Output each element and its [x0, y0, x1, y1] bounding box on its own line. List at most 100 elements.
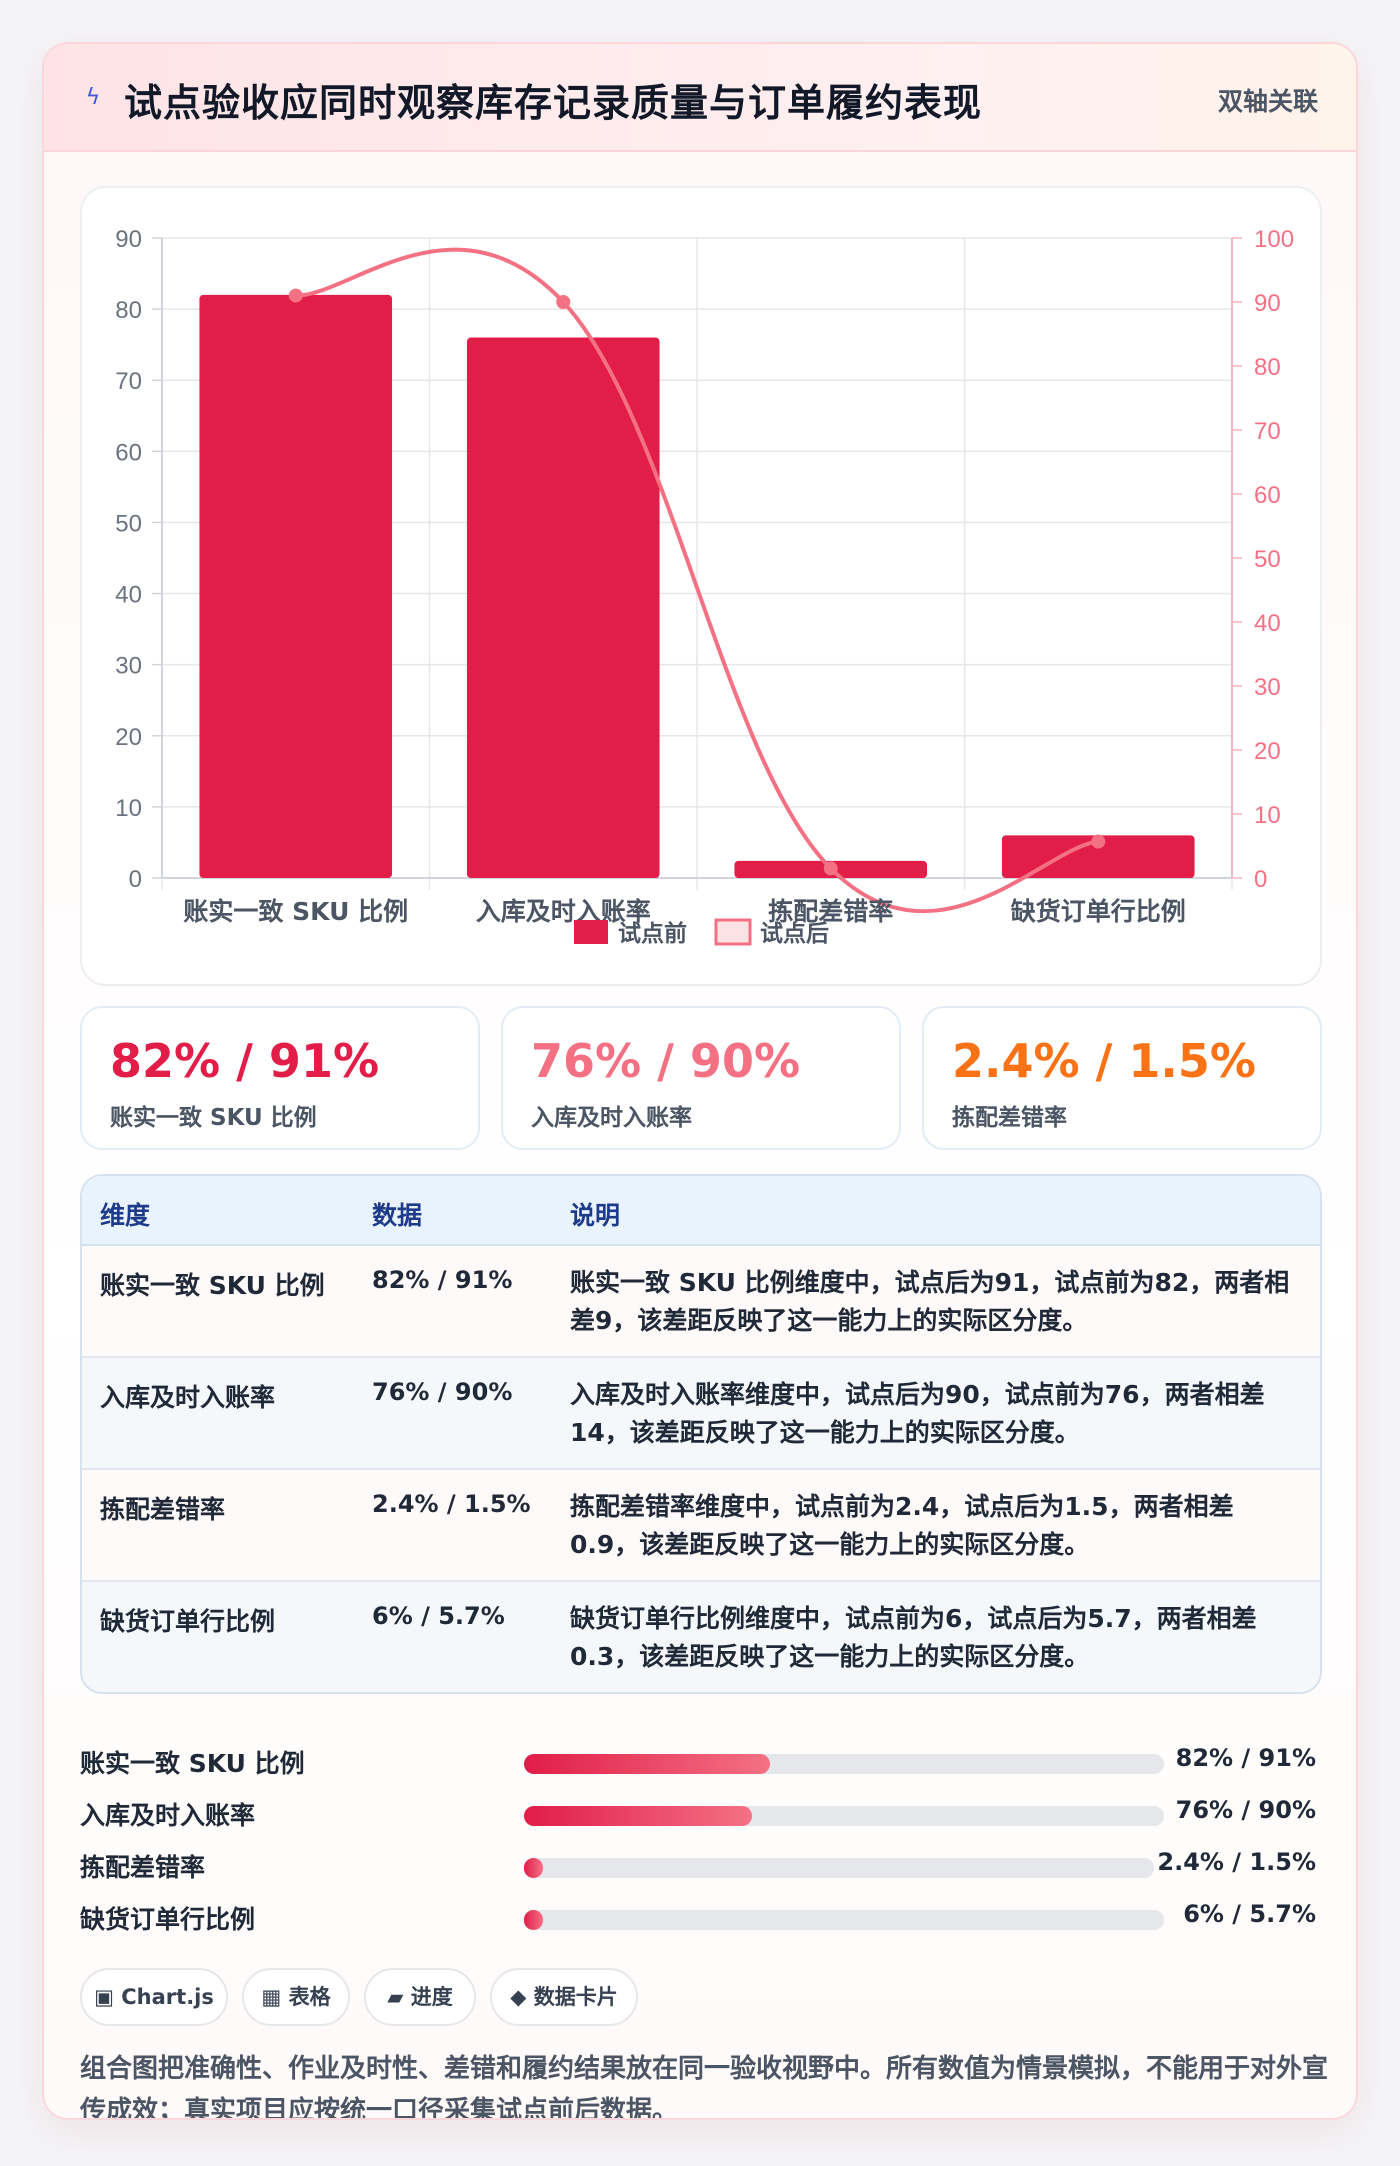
progress-row: 入库及时入账率 76% / 90% — [80, 1788, 1322, 1840]
stat-value: 82% / 91% — [110, 1034, 380, 1088]
stat-label: 拣配差错率 — [952, 1105, 1067, 1131]
bar — [1001, 835, 1195, 878]
y-left-tick-label: 90 — [115, 226, 142, 253]
y-right-tick-label: 30 — [1254, 674, 1281, 701]
line-point — [556, 295, 571, 309]
bolt-icon: ϟ — [85, 85, 101, 110]
chip-label: 表格 — [288, 1985, 331, 2009]
x-tick-label: 缺货订单行比例 — [1011, 897, 1186, 926]
progress-value: 82% / 91% — [1175, 1744, 1316, 1772]
y-right-tick-label: 100 — [1254, 226, 1294, 253]
legend-label: 试点前 — [618, 920, 687, 947]
progress-fill — [524, 1858, 543, 1878]
column-header: 数据 — [372, 1201, 423, 1230]
x-tick-label: 入库及时入账率 — [476, 897, 651, 926]
combo-chart: 0 10 20 30 40 50 60 70 80 90 0 10 20 30 40 50 60 70 80 90 10… — [80, 186, 1322, 986]
cell-value: 76% / 90% — [372, 1378, 513, 1406]
dual-axis-tag: 双轴关联 — [1217, 87, 1318, 116]
progress-track — [524, 1858, 1154, 1878]
cell-dimension: 入库及时入账率 — [100, 1383, 276, 1412]
cell-description: 拣配差错率维度中，试点前为2.4，试点后为1.5，两者相差0.9，该差距反映了这… — [570, 1492, 1234, 1559]
stat-card: 82% / 91% 账实一致 SKU 比例 — [80, 1006, 480, 1150]
legend-swatch — [714, 918, 752, 946]
progress-row: 拣配差错率 2.4% / 1.5% — [80, 1840, 1322, 1892]
cell-dimension: 缺货订单行比例 — [100, 1607, 276, 1636]
y-left-tick-label: 50 — [115, 510, 142, 537]
y-right-tick-label: 40 — [1254, 610, 1281, 637]
progress-value: 2.4% / 1.5% — [1157, 1848, 1316, 1876]
chip-label: 进度 — [410, 1985, 453, 2009]
cell-dimension: 拣配差错率 — [100, 1495, 226, 1524]
cell-value: 6% / 5.7% — [372, 1602, 505, 1630]
y-right-tick-label: 90 — [1254, 290, 1281, 317]
progress-label: 账实一致 SKU 比例 — [80, 1749, 305, 1778]
progress-value: 76% / 90% — [1175, 1796, 1316, 1824]
progress-label: 入库及时入账率 — [80, 1801, 256, 1830]
progress-track — [524, 1806, 1164, 1826]
table-row: 账实一致 SKU 比例 82% / 91% 账实一致 SKU 比例维度中，试点后… — [82, 1246, 1320, 1358]
progress-track — [524, 1754, 1164, 1774]
stat-card: 2.4% / 1.5% 拣配差错率 — [922, 1006, 1322, 1150]
cell-value: 82% / 91% — [372, 1266, 513, 1294]
tech-chips: ▣ Chart.js ▦ 表格 ▰ 进度 ◆ 数据卡片 — [80, 1968, 1322, 2028]
table-row: 拣配差错率 2.4% / 1.5% 拣配差错率维度中，试点前为2.4，试点后为1… — [82, 1470, 1320, 1582]
table-row: 入库及时入账率 76% / 90% 入库及时入账率维度中，试点后为90，试点前为… — [82, 1358, 1320, 1470]
table-header: 维度 数据 说明 — [82, 1176, 1320, 1246]
legend-label: 试点后 — [760, 921, 829, 947]
progress-value: 6% / 5.7% — [1183, 1900, 1316, 1928]
cell-description: 缺货订单行比例维度中，试点前为6，试点后为5.7，两者相差0.3，该差距反映了这… — [570, 1604, 1257, 1671]
chart-svg: 0 10 20 30 40 50 60 70 80 90 0 10 20 30 40 50 60 70 80 90 10… — [115, 226, 1294, 947]
progress-fill — [524, 1754, 771, 1774]
table-icon: ▦ — [261, 1985, 282, 2009]
progress-icon: ▰ — [387, 1985, 404, 2009]
y-left-tick-label: 40 — [115, 582, 142, 609]
line-point — [823, 861, 838, 876]
chip-chartjs[interactable]: ▣ Chart.js — [80, 1968, 228, 2026]
chip-table[interactable]: ▦ 表格 — [242, 1968, 350, 2026]
column-header: 维度 — [100, 1201, 151, 1230]
y-left-tick-label: 80 — [115, 297, 142, 324]
cell-description: 账实一致 SKU 比例维度中，试点后为91，试点前为82，两者相差9，该差距反映… — [570, 1268, 1290, 1335]
footnote: 组合图把准确性、作业及时性、差错和履约结果放在同一验收视野中。所有数值为情景模拟… — [80, 2054, 1329, 2120]
progress-list: 账实一致 SKU 比例 82% / 91% 入库及时入账率 76% / 90% … — [80, 1736, 1322, 1956]
bar — [199, 294, 393, 878]
chart-icon: ▣ — [94, 1985, 114, 2009]
y-left-tick-label: 0 — [129, 866, 142, 893]
chip-progress[interactable]: ▰ 进度 — [364, 1968, 476, 2026]
y-left-tick-label: 70 — [115, 368, 142, 395]
page-title: 试点验收应同时观察库存记录质量与订单履约表现 — [124, 81, 983, 125]
y-right-tick-label: 80 — [1254, 354, 1281, 381]
progress-label: 缺货订单行比例 — [80, 1905, 256, 1934]
stat-card: 76% / 90% 入库及时入账率 — [501, 1006, 901, 1150]
progress-track — [524, 1910, 1164, 1930]
y-left-tick-label: 30 — [115, 653, 142, 680]
stat-label: 账实一致 SKU 比例 — [110, 1105, 317, 1131]
y-left-tick-label: 20 — [115, 724, 142, 751]
y-right-tick-label: 20 — [1254, 738, 1281, 765]
stat-value: 76% / 90% — [531, 1034, 801, 1088]
table-row: 缺货订单行比例 6% / 5.7% 缺货订单行比例维度中，试点前为6，试点后为5… — [82, 1582, 1320, 1692]
cell-value: 2.4% / 1.5% — [372, 1490, 531, 1518]
column-header: 说明 — [570, 1201, 621, 1230]
chip-label: Chart.js — [121, 1985, 214, 2009]
diamond-icon: ◆ — [510, 1985, 527, 2009]
cell-description: 入库及时入账率维度中，试点后为90，试点前为76，两者相差14，该差距反映了这一… — [570, 1380, 1265, 1447]
chip-data-cards[interactable]: ◆ 数据卡片 — [490, 1968, 638, 2026]
card-header: ϟ 试点验收应同时观察库存记录质量与订单履约表现 双轴关联 — [44, 44, 1356, 152]
line-point — [288, 288, 303, 303]
progress-fill — [524, 1806, 753, 1826]
stat-label: 入库及时入账率 — [531, 1105, 692, 1131]
y-right-tick-label: 0 — [1254, 866, 1267, 893]
y-right-tick-label: 10 — [1254, 802, 1281, 829]
progress-label: 拣配差错率 — [80, 1853, 206, 1882]
data-table: 维度 数据 说明 账实一致 SKU 比例 82% / 91% 账实一致 SKU … — [80, 1174, 1322, 1694]
x-tick-label: 账实一致 SKU 比例 — [183, 897, 408, 926]
progress-fill — [524, 1910, 544, 1930]
line-point — [1091, 834, 1106, 849]
y-right-tick-label: 50 — [1254, 546, 1281, 573]
y-left-tick-label: 60 — [115, 439, 142, 466]
series-line — [295, 247, 1099, 914]
y-right-tick-label: 70 — [1254, 418, 1281, 445]
stat-value: 2.4% / 1.5% — [952, 1034, 1256, 1088]
progress-row: 账实一致 SKU 比例 82% / 91% — [80, 1736, 1322, 1788]
